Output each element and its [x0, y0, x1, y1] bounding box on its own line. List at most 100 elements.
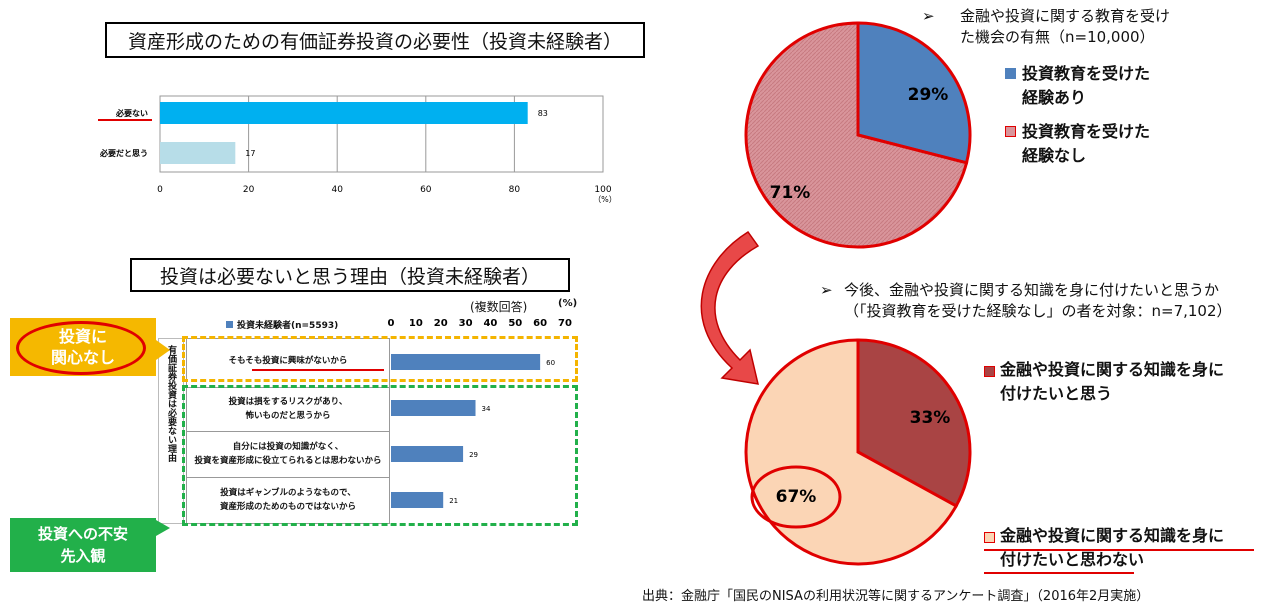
pie2-legend-2-line-1: 金融や投資に関する知識を身に — [1000, 526, 1225, 545]
pie2-slice — [856, 338, 972, 508]
pie2-legend-2-line-2: 付けたいと思わない — [1000, 550, 1145, 569]
interest-line-2: 関心なし — [50, 348, 115, 367]
chart1-tick-label: 20 — [243, 185, 255, 195]
interest-callout-tail — [156, 340, 170, 360]
legend-square-icon — [226, 321, 233, 328]
chart2-tick-label: 50 — [508, 318, 522, 329]
chart1-tick-label: 40 — [331, 185, 343, 195]
reason-1-line-1: そもそも投資に興味がないから — [228, 356, 348, 366]
interest-line-1: 投資に — [58, 327, 107, 346]
pie2-slice — [744, 338, 959, 566]
anxiety-group-box — [182, 385, 578, 526]
pie1-pct-label: 29% — [908, 85, 949, 105]
pie2-legend-swatch-2 — [984, 532, 995, 543]
chart2-note: (複数回答) — [470, 300, 528, 314]
reason-4-line-1: 投資はギャンブルのようなもので、 — [220, 488, 356, 498]
pie1-note: ➢ 金融や投資に関する教育を受け た機会の有無（n=10,000） — [922, 6, 1170, 48]
pie1-note-line-1: 金融や投資に関する教育を受け — [960, 7, 1171, 25]
chart2-tick-label: 20 — [434, 318, 448, 329]
interest-callout: 投資に 関心なし — [10, 318, 156, 376]
chart2-value-label: 29 — [469, 451, 478, 459]
reason-2-line-2: 怖いものだと思うから — [245, 411, 331, 421]
reason-4: 投資はギャンブルのようなもので、 資産形成のためのものではないから — [190, 486, 386, 514]
reason-1: そもそも投資に興味がないから — [190, 354, 386, 368]
chart1-bar — [160, 142, 236, 164]
anxiety-callout: 投資への不安 先入観 — [10, 518, 156, 572]
chart1-plot: 0 20 40 60 80 100（%） 必要ない 83 必要だと思う 17 — [98, 95, 617, 204]
pie1-pct-label: 71% — [770, 183, 811, 203]
chart2-unit: (%) — [558, 298, 578, 309]
chart2-plot: 0 10 20 30 40 50 60 70 60 34 29 21 — [388, 318, 572, 508]
chart2-tick-label: 60 — [533, 318, 547, 329]
pie1-slice — [744, 21, 969, 249]
interest-group-box — [182, 336, 578, 382]
reason-divider — [186, 431, 390, 432]
pie1-legend-2-line-2: 経験なし — [1022, 146, 1087, 165]
pie2-legend-underline-2 — [984, 572, 1134, 574]
reason-3-line-2: 投資を資産形成に役立てられるとは思わないから — [194, 456, 382, 466]
reason-4-line-2: 資産形成のためのものではないから — [219, 502, 356, 512]
pie1-legend-1-line-1: 投資教育を受けた — [1022, 64, 1151, 83]
anxiety-line-1: 投資への不安 — [37, 525, 128, 543]
chart2-tick-label: 0 — [388, 318, 395, 329]
chart2-value-label: 34 — [482, 405, 491, 413]
chart1-tick-label: 0 — [157, 185, 163, 195]
chart1-tick-label: 100 — [594, 185, 611, 195]
interest-ellipse — [16, 321, 146, 375]
chart2-bar — [391, 446, 464, 462]
pie2-legend-1: 金融や投資に関する知識を身に 付けたいと思う — [1000, 358, 1224, 406]
chart2-title: 投資は必要ないと思う理由（投資未経験者） — [130, 258, 570, 292]
vertical-label-panel: 有価証券投資は必要ない理由 — [158, 338, 184, 524]
reason-divider — [186, 477, 390, 478]
reason-1-underline — [252, 369, 384, 371]
pie1-note-marker-icon: ➢ — [922, 7, 935, 25]
chart1-category-label: 必要ない — [115, 108, 148, 118]
pie1-legend-1-line-2: 経験あり — [1022, 88, 1087, 107]
chart1-tick-label: 80 — [509, 185, 521, 195]
chart1-title: 資産形成のための有価証券投資の必要性（投資未経験者） — [105, 22, 645, 58]
reason-3-line-1: 自分には投資の知識がなく、 — [232, 442, 344, 452]
pie2-legend-2: 金融や投資に関する知識を身に 付けたいと思わない — [1000, 524, 1224, 572]
chart2-value-label: 60 — [546, 359, 555, 367]
curved-arrow-icon — [700, 230, 760, 385]
vertical-label: 有価証券投資は必要ない理由 — [166, 345, 176, 462]
chart1-tick-label: 60 — [420, 185, 432, 195]
pie-charts: 29% 71% 33% 67% — [700, 21, 972, 566]
pie1-legend-1: 投資教育を受けた 経験あり — [1022, 62, 1150, 110]
pie2-note-marker-icon: ➢ — [820, 281, 833, 299]
chart1-bar — [160, 102, 528, 124]
anxiety-callout-tail — [156, 520, 170, 536]
pie2-pct-label: 67% — [776, 487, 817, 507]
chart1-unit: （%） — [593, 195, 617, 204]
chart1-value-label: 83 — [538, 109, 548, 118]
chart2-bar — [391, 354, 541, 370]
reason-2-line-1: 投資は損をするリスクがあり、 — [228, 397, 348, 407]
chart2-legend-label: 投資未経験者(n=5593) — [237, 321, 339, 331]
pie2-legend-1-line-1: 金融や投資に関する知識を身に — [1000, 360, 1225, 379]
pie2-legend-1-line-2: 付けたいと思う — [1000, 384, 1113, 403]
pie2-note-line-2: （「投資教育を受けた経験なし」の者を対象：n=7,102） — [844, 302, 1232, 320]
pie2-pct-label: 33% — [910, 408, 951, 428]
chart2-bar — [391, 400, 476, 416]
pie1-note-line-2: た機会の有無（n=10,000） — [960, 28, 1155, 46]
pie2-legend-swatch-1 — [984, 366, 995, 377]
chart2-tick-label: 10 — [409, 318, 423, 329]
pie2-note: ➢ 今後、金融や投資に関する知識を身に付けたいと思うか （「投資教育を受けた経験… — [820, 280, 1232, 322]
chart2-tick-label: 70 — [558, 318, 572, 329]
chart1-value-label: 17 — [245, 149, 255, 158]
pie1-legend-swatch-2 — [1005, 126, 1016, 137]
reason-3: 自分には投資の知識がなく、投資を資産形成に役立てられるとは思わないから — [188, 440, 388, 468]
chart2-value-label: 21 — [449, 497, 458, 505]
chart2-tick-label: 40 — [483, 318, 497, 329]
pie2-highlight-ellipse — [750, 465, 842, 529]
chart1-category-label: 必要だと思う — [99, 148, 148, 158]
pie1-legend-2: 投資教育を受けた 経験なし — [1022, 120, 1150, 168]
pie1-legend-swatch-1 — [1005, 68, 1016, 79]
reason-2: 投資は損をするリスクがあり、 怖いものだと思うから — [190, 395, 386, 423]
chart2-bar — [391, 492, 444, 508]
chart2-legend: 投資未経験者(n=5593) — [226, 318, 338, 331]
pie1-legend-2-line-1: 投資教育を受けた — [1022, 122, 1151, 141]
source-note: 出典：金融庁「国民のNISAの利用状況等に関するアンケート調査」（2016年2月… — [642, 589, 1150, 604]
pie1-slice — [856, 21, 972, 165]
interest-text: 投資に 関心なし — [10, 326, 156, 368]
